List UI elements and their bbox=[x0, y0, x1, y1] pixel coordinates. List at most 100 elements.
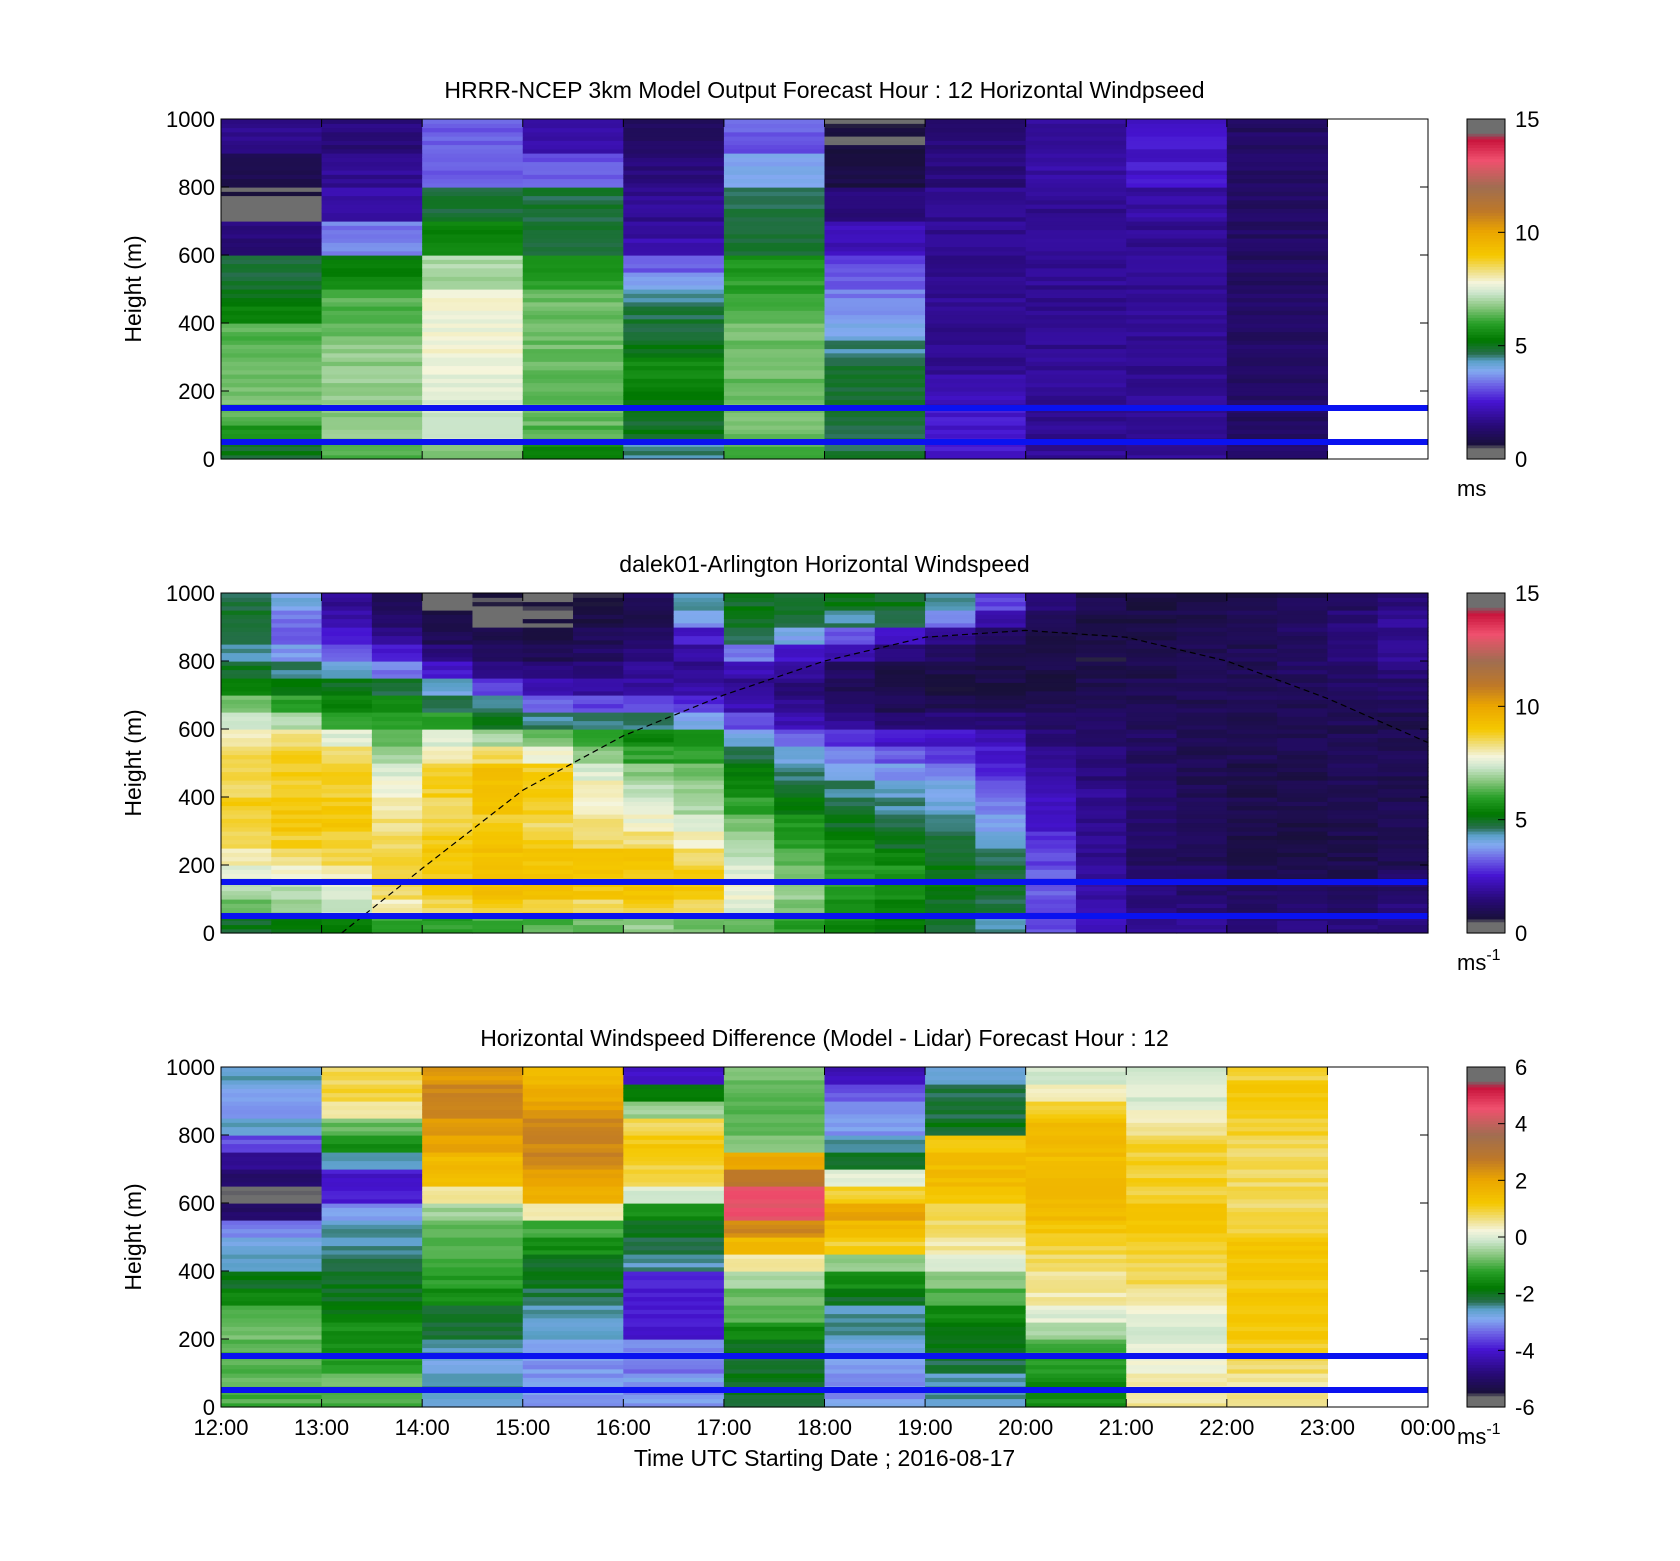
heatmap-cell bbox=[422, 699, 474, 705]
heatmap-cell bbox=[1176, 699, 1228, 705]
heatmap-cell bbox=[1176, 852, 1228, 858]
heatmap-cell bbox=[623, 395, 725, 401]
heatmap-cell bbox=[573, 673, 624, 679]
heatmap-cell bbox=[723, 614, 775, 620]
heatmap-cell bbox=[271, 724, 323, 730]
heatmap-cell bbox=[321, 763, 373, 768]
heatmap-cell bbox=[824, 344, 926, 350]
heatmap-cell bbox=[623, 1177, 725, 1183]
heatmap-cell bbox=[1176, 928, 1228, 934]
heatmap-cell bbox=[1226, 119, 1329, 124]
heatmap-cell bbox=[221, 382, 323, 388]
heatmap-cell bbox=[1226, 1126, 1329, 1132]
heatmap-cell bbox=[723, 131, 826, 137]
heatmap-cell bbox=[472, 784, 524, 790]
colorbar-band bbox=[1467, 359, 1505, 364]
heatmap-cell bbox=[1126, 669, 1178, 675]
heatmap-cell bbox=[673, 860, 725, 866]
heatmap-cell bbox=[975, 656, 1027, 662]
heatmap-cell bbox=[422, 306, 524, 311]
heatmap-cell bbox=[975, 784, 1027, 790]
heatmap-cell bbox=[1226, 814, 1278, 819]
heatmap-cell bbox=[321, 1317, 423, 1323]
heatmap-cell bbox=[1377, 729, 1429, 734]
colorbar-band bbox=[1467, 901, 1505, 906]
heatmap-cell bbox=[221, 280, 323, 286]
heatmap-cell bbox=[1025, 250, 1127, 256]
heatmap-cell bbox=[422, 1143, 524, 1149]
y-axis-label: Height (m) bbox=[120, 709, 146, 816]
heatmap-cell bbox=[774, 784, 826, 790]
heatmap-cell bbox=[925, 1330, 1027, 1336]
heatmap-cell bbox=[573, 610, 624, 615]
heatmap-cell bbox=[422, 1394, 524, 1400]
colorbar-band bbox=[1467, 178, 1505, 182]
colorbar-band bbox=[1467, 141, 1505, 146]
heatmap-cell bbox=[1126, 1092, 1228, 1098]
heatmap-cell bbox=[1025, 1300, 1127, 1306]
heatmap-cell bbox=[824, 729, 876, 734]
heatmap-cell bbox=[573, 805, 624, 811]
heatmap-cell bbox=[1277, 822, 1329, 828]
heatmap-cell bbox=[522, 1266, 624, 1272]
x-tick-label: 21:00 bbox=[1099, 1415, 1154, 1440]
heatmap-cell bbox=[623, 454, 725, 460]
heatmap-cell bbox=[1327, 712, 1379, 717]
heatmap-cell bbox=[522, 1402, 624, 1408]
heatmap-cell bbox=[673, 886, 725, 892]
heatmap-cell bbox=[1025, 161, 1127, 167]
colorbar-band bbox=[1467, 1307, 1505, 1312]
heatmap-cell bbox=[623, 1309, 725, 1315]
heatmap-cell bbox=[723, 1394, 826, 1400]
heatmap-cell bbox=[975, 754, 1027, 760]
panel-title: Horizontal Windspeed Difference (Model -… bbox=[480, 1025, 1169, 1051]
heatmap-cell bbox=[723, 843, 775, 849]
heatmap-cell bbox=[1075, 856, 1127, 862]
colorbar-band bbox=[1467, 1276, 1505, 1281]
heatmap-cell bbox=[321, 148, 423, 154]
colorbar-band bbox=[1467, 1197, 1505, 1201]
heatmap-cell bbox=[623, 792, 675, 798]
heatmap-cell bbox=[422, 335, 524, 341]
heatmap-cell bbox=[221, 597, 272, 603]
heatmap-cell bbox=[1025, 1254, 1127, 1259]
heatmap-cell bbox=[824, 369, 926, 375]
heatmap-cell bbox=[422, 627, 474, 632]
heatmap-cell bbox=[623, 289, 725, 294]
x-tick-label: 18:00 bbox=[797, 1415, 852, 1440]
heatmap-cell bbox=[522, 170, 624, 175]
heatmap-cell bbox=[1126, 1105, 1228, 1111]
heatmap-cell bbox=[1176, 737, 1228, 743]
heatmap-cell bbox=[975, 737, 1027, 743]
heatmap-cell bbox=[925, 1245, 1027, 1251]
heatmap-cell bbox=[824, 894, 876, 900]
heatmap-cell bbox=[623, 1173, 725, 1179]
heatmap-cell bbox=[925, 1262, 1027, 1268]
heatmap-cell bbox=[1226, 1079, 1329, 1085]
colorbar-band bbox=[1467, 661, 1505, 665]
heatmap-cell bbox=[221, 335, 323, 341]
heatmap-cell bbox=[321, 161, 423, 167]
heatmap-cell bbox=[824, 297, 926, 303]
heatmap-cell bbox=[673, 869, 725, 875]
x-tick-label: 00:00 bbox=[1400, 1415, 1455, 1440]
heatmap-cell bbox=[1126, 1254, 1228, 1259]
heatmap-cell bbox=[271, 635, 323, 641]
heatmap-cell bbox=[1226, 656, 1278, 662]
heatmap-cell bbox=[1025, 1364, 1127, 1370]
heatmap-cell bbox=[1327, 860, 1379, 866]
heatmap-cell bbox=[925, 848, 976, 853]
heatmap-cell bbox=[472, 631, 524, 637]
heatmap-cell bbox=[1025, 1292, 1127, 1298]
heatmap-cell bbox=[1176, 839, 1228, 845]
heatmap-cell bbox=[522, 1373, 624, 1378]
heatmap-cell bbox=[1377, 839, 1429, 845]
heatmap-cell bbox=[1226, 890, 1278, 896]
heatmap-cell bbox=[623, 276, 725, 282]
heatmap-cell bbox=[522, 318, 624, 324]
heatmap-cell bbox=[1327, 924, 1379, 930]
colorbar-tick-label: 5 bbox=[1515, 334, 1527, 359]
heatmap-cell bbox=[623, 212, 725, 218]
colorbar-band bbox=[1467, 1171, 1505, 1176]
heatmap-cell bbox=[221, 293, 323, 299]
